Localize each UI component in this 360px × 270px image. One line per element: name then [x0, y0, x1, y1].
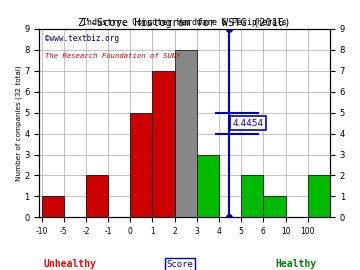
- Bar: [42, 196, 64, 217]
- Text: Healthy: Healthy: [276, 259, 317, 269]
- Y-axis label: Number of companies (32 total): Number of companies (32 total): [15, 65, 22, 181]
- Bar: [86, 176, 108, 217]
- Bar: [153, 71, 175, 217]
- Title: Z’-Score Histogram for WSTG (2016): Z’-Score Histogram for WSTG (2016): [78, 18, 291, 28]
- Bar: [130, 113, 153, 217]
- Text: 4.4454: 4.4454: [232, 119, 264, 128]
- Bar: [241, 176, 264, 217]
- Text: The Research Foundation of SUNY: The Research Foundation of SUNY: [45, 53, 181, 59]
- Text: ©www.textbiz.org: ©www.textbiz.org: [45, 35, 119, 43]
- Text: Unhealthy: Unhealthy: [43, 259, 96, 269]
- Bar: [175, 50, 197, 217]
- Bar: [264, 196, 285, 217]
- Text: Industry: Computer Hardware & Peripherals: Industry: Computer Hardware & Peripheral…: [82, 18, 287, 27]
- Text: Score: Score: [167, 260, 193, 269]
- Bar: [197, 154, 219, 217]
- Bar: [308, 176, 330, 217]
